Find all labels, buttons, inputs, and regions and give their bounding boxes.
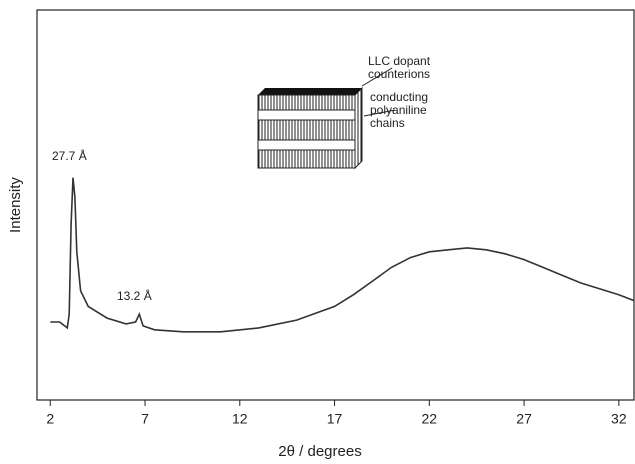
x-tick-label: 12 [232,411,248,427]
inset-label: conducting [370,90,428,104]
plot-frame [36,9,635,401]
x-tick-label: 27 [516,411,532,427]
x-tick-label: 7 [141,411,149,427]
x-tick-label: 22 [422,411,438,427]
inset-label: LLC dopant [368,54,431,68]
y-axis-label: Intensity [7,177,24,233]
data-line [50,177,635,333]
inset-diagram [257,67,396,170]
inset-label: chains [370,116,405,130]
inset-label: polyaniline [370,103,427,117]
x-tick-label: 32 [611,411,627,427]
x-axis-label: 2θ / degrees [278,443,361,459]
x-tick-label: 17 [327,411,343,427]
peak-label: 27.7 Å [52,148,87,163]
x-tick-label: 2 [46,411,54,427]
inset-label: counterions [368,67,430,81]
peak-label: 13.2 Å [117,288,152,303]
